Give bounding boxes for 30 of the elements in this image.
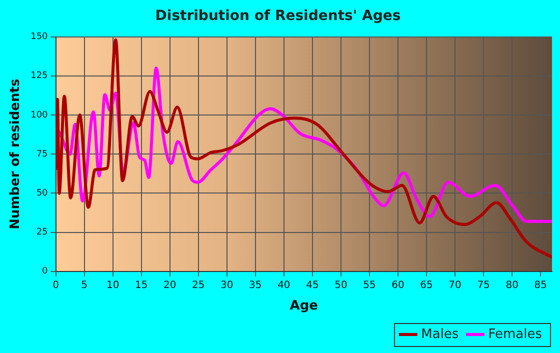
- legend-label: Females: [488, 326, 542, 342]
- x-tick-label: 20: [163, 280, 176, 291]
- y-axis-title: Number of residents: [8, 78, 24, 230]
- y-tick-label: 50: [36, 188, 48, 199]
- x-tick-label: 5: [81, 280, 88, 291]
- chart-title: Distribution of Residents' Ages: [155, 8, 401, 24]
- x-tick-label: 10: [106, 280, 120, 291]
- x-tick-label: 30: [220, 280, 234, 291]
- y-tick-label: 100: [30, 110, 48, 120]
- x-tick-label: 35: [249, 280, 262, 291]
- x-tick-label: 50: [334, 280, 348, 291]
- x-tick-label: 65: [420, 280, 433, 291]
- x-tick-label: 40: [278, 280, 290, 291]
- x-tick-label: 80: [506, 280, 518, 291]
- y-tick-label: 75: [36, 149, 48, 160]
- x-tick-label: 15: [134, 280, 148, 291]
- x-tick-label: 0: [52, 280, 59, 291]
- y-tick-label: 0: [42, 266, 48, 277]
- y-tick-label: 125: [30, 71, 48, 82]
- x-tick-label: 85: [534, 280, 547, 291]
- y-tick-label: 150: [30, 32, 48, 42]
- legend-label: Males: [421, 326, 459, 342]
- x-tick-label: 70: [448, 280, 462, 291]
- x-axis-title: Age: [290, 298, 318, 314]
- x-tick-label: 75: [477, 280, 490, 291]
- x-tick-label: 60: [392, 280, 404, 291]
- x-tick-label: 45: [306, 280, 319, 291]
- x-tick-label: 55: [363, 280, 376, 291]
- y-tick-label: 25: [36, 228, 48, 238]
- x-tick-label: 25: [192, 280, 205, 291]
